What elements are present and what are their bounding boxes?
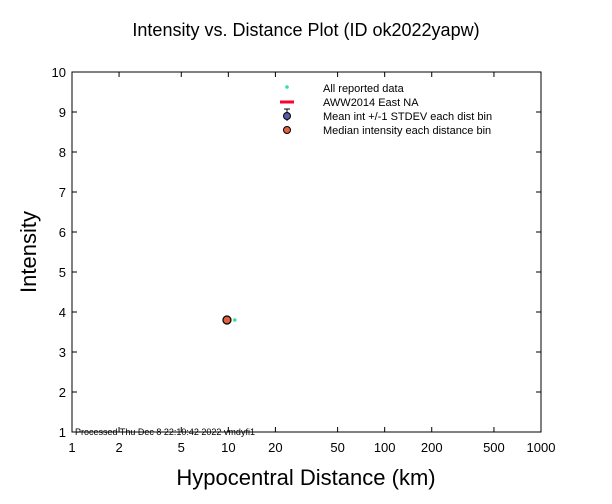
x-tick-label: 200 (421, 440, 443, 455)
x-tick-label: 500 (483, 440, 505, 455)
legend-label: Mean int +/-1 STDEV each dist bin (323, 111, 492, 123)
x-tick-label: 2 (115, 440, 122, 455)
y-axis-title: Intensity (16, 211, 41, 293)
y-tick-label: 7 (59, 185, 66, 200)
x-tick-label: 1000 (527, 440, 556, 455)
y-tick-label: 6 (59, 225, 66, 240)
y-tick-label: 2 (59, 385, 66, 400)
legend-dot-symbol (285, 85, 289, 89)
x-tick-label: 5 (178, 440, 185, 455)
x-tick-label: 10 (221, 440, 235, 455)
legend-label: Median intensity each distance bin (323, 125, 491, 137)
legend-label: All reported data (323, 83, 405, 95)
x-tick-label: 1 (68, 440, 75, 455)
reported-data-point (233, 318, 237, 322)
x-tick-label: 100 (374, 440, 396, 455)
y-tick-label: 4 (59, 305, 66, 320)
y-tick-label: 3 (59, 345, 66, 360)
median-intensity-point (222, 315, 232, 325)
y-tick-label: 9 (59, 105, 66, 120)
legend-median-symbol (283, 126, 291, 134)
x-tick-label: 50 (330, 440, 344, 455)
legend: All reported data AWW2014 East NA Mean int… (280, 83, 492, 137)
chart-title: Intensity vs. Distance Plot (ID ok2022ya… (132, 20, 479, 40)
y-tick-label: 10 (52, 65, 66, 80)
legend-mean-symbol (283, 112, 291, 120)
x-tick-label: 20 (268, 440, 282, 455)
processed-footer: Processed Thu Dec 8 22:10:42 2022 vmdyfi… (75, 427, 255, 437)
y-axis-ticks: 1 2 3 4 5 6 7 8 9 10 (52, 65, 541, 440)
y-tick-label: 8 (59, 145, 66, 160)
x-axis-ticks: 1 2 5 10 20 50 100 200 500 1000 (68, 72, 555, 455)
data-points (222, 315, 237, 325)
x-axis-title: Hypocentral Distance (km) (176, 465, 435, 490)
y-tick-label: 1 (59, 425, 66, 440)
legend-label: AWW2014 East NA (323, 97, 419, 109)
plot-frame (71, 71, 542, 433)
y-tick-label: 5 (59, 265, 66, 280)
